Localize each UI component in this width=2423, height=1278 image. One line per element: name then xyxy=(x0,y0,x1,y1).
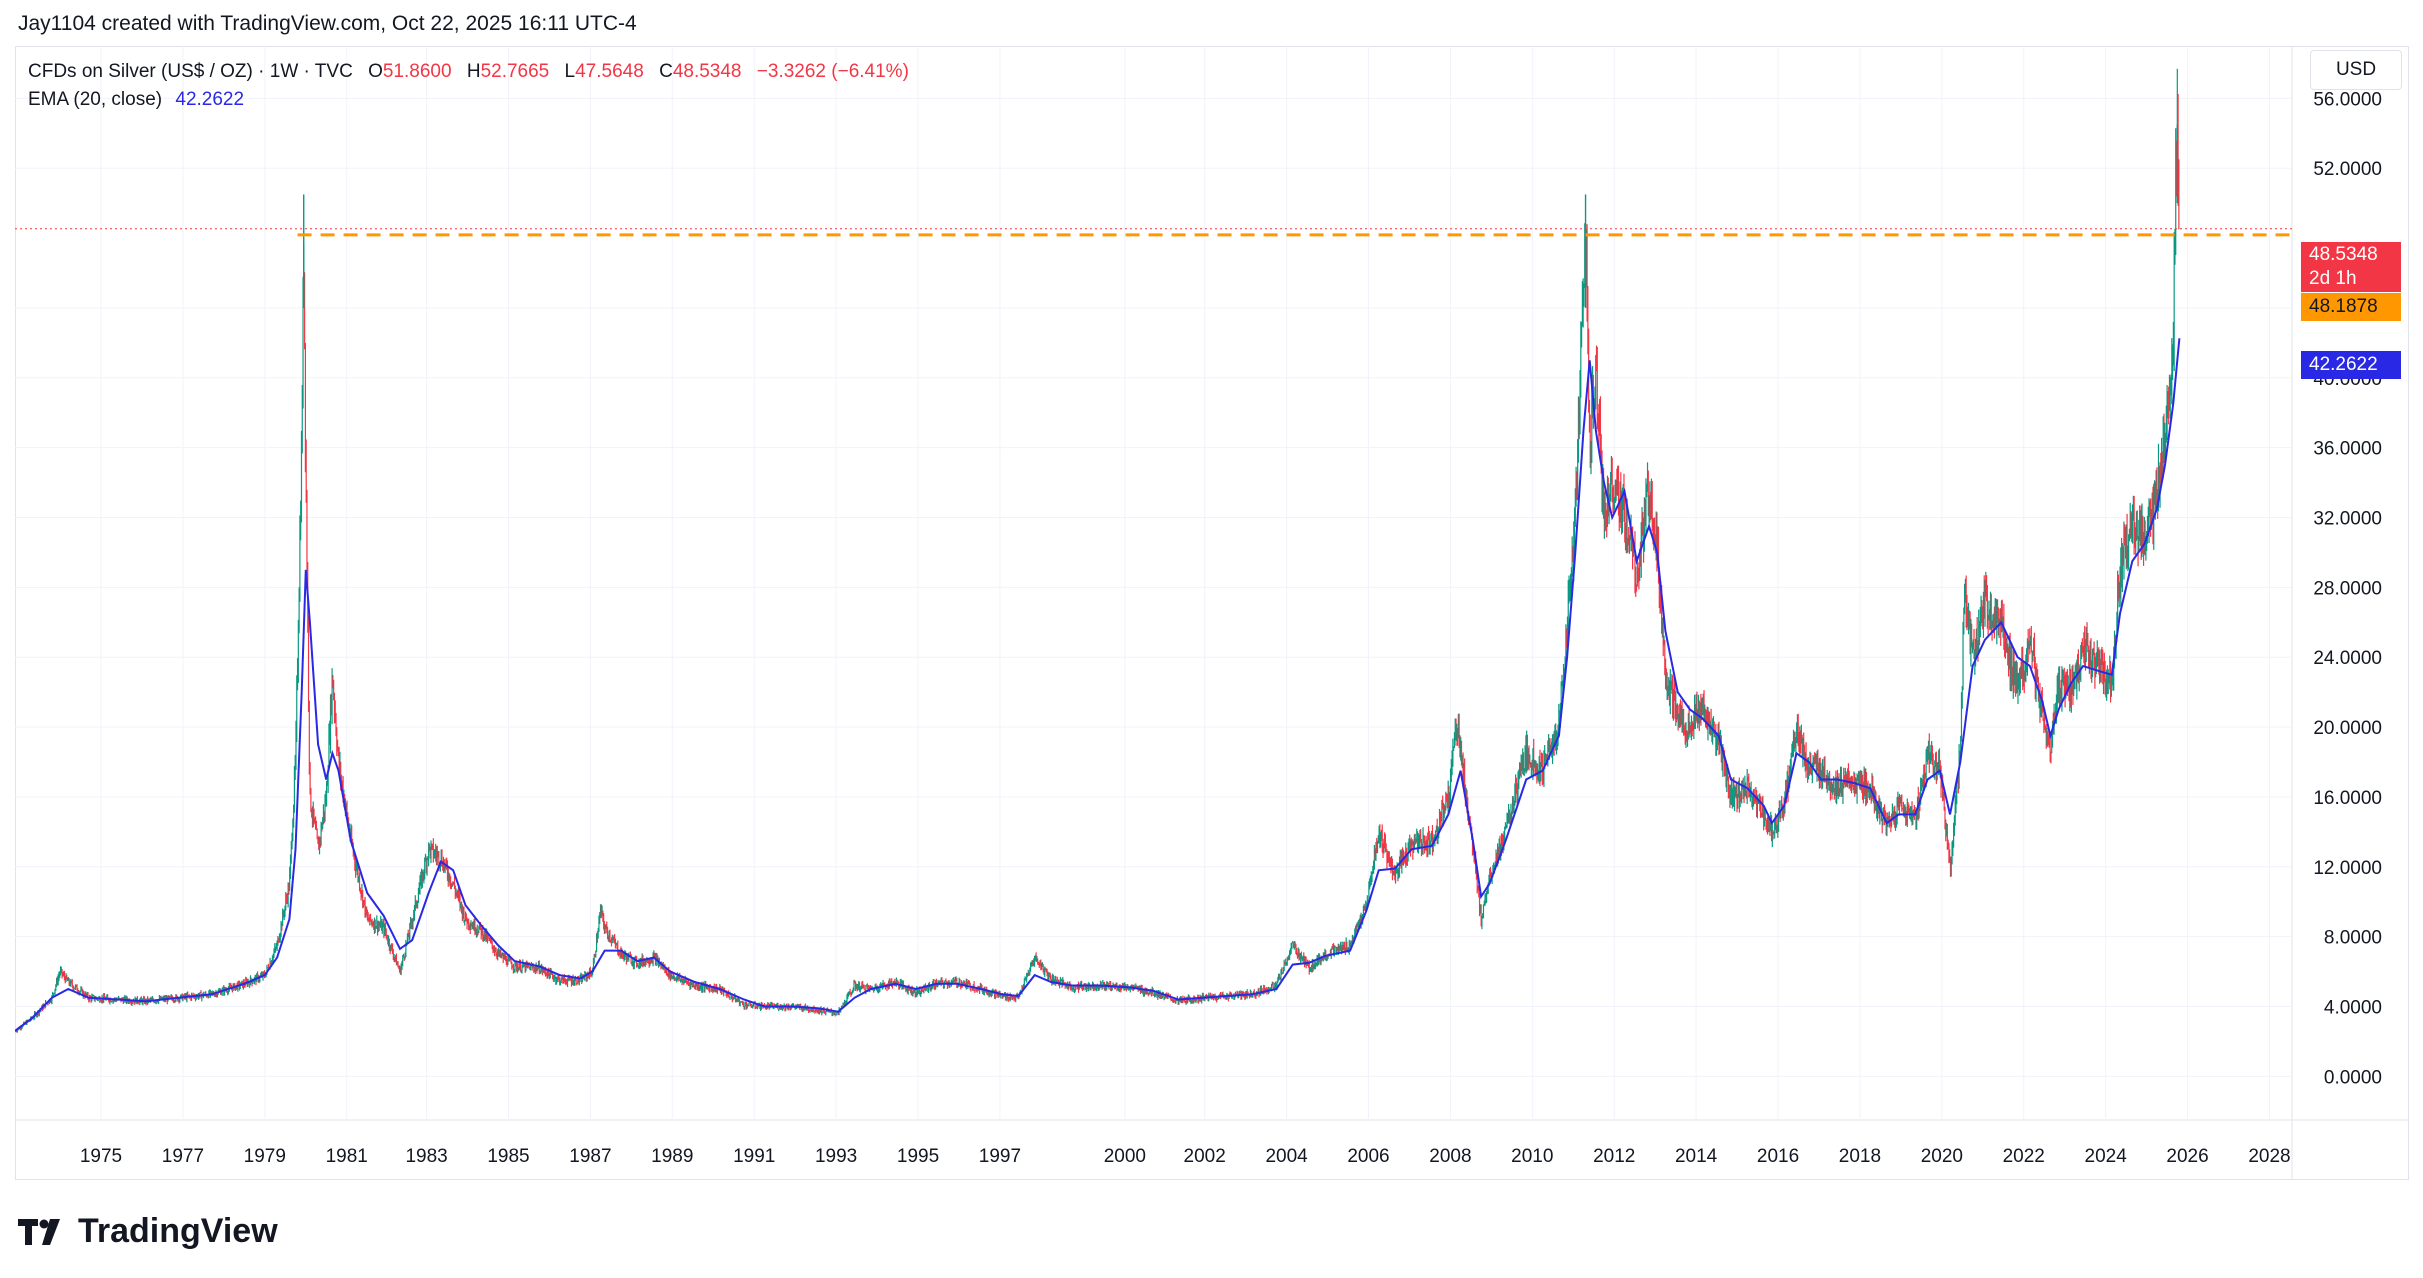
symbol-title: CFDs on Silver (US$ / OZ) · 1W · TVC xyxy=(28,61,353,82)
y-tick-label: 20.0000 xyxy=(2313,718,2382,739)
ema-price-tag: 42.2622 xyxy=(2301,351,2401,379)
x-tick-label: 2012 xyxy=(1593,1146,1635,1167)
x-tick-label: 1995 xyxy=(897,1146,939,1167)
price-chart[interactable]: 0.0000 4.0000 8.0000 12.0000 16.0000 20.0000 2… xyxy=(15,46,2409,1180)
ema-value: 42.2622 xyxy=(175,89,245,110)
x-tick-label: 2020 xyxy=(1921,1146,1963,1167)
x-tick-label: 2014 xyxy=(1675,1146,1718,1167)
high-key: H xyxy=(466,61,481,82)
currency-button[interactable]: USD xyxy=(2310,50,2402,90)
chart-frame xyxy=(15,46,2409,1180)
x-tick-label: 1985 xyxy=(487,1146,529,1167)
tradingview-logo[interactable]: TradingView xyxy=(18,1212,278,1251)
chart-legend: CFDs on Silver (US$ / OZ) · 1W · TVC O51… xyxy=(28,58,909,114)
x-tick-label: 2022 xyxy=(2003,1146,2045,1167)
x-tick-label: 2018 xyxy=(1839,1146,1881,1167)
close-key: C xyxy=(659,61,673,82)
x-tick-label: 1991 xyxy=(733,1146,775,1167)
x-tick-label: 2002 xyxy=(1184,1146,1226,1167)
x-tick-label: 2008 xyxy=(1429,1146,1471,1167)
open-key: O xyxy=(368,61,383,82)
x-tick-label: 2026 xyxy=(2166,1146,2208,1167)
low-value: 47.5648 xyxy=(575,61,644,82)
x-tick-label: 1987 xyxy=(569,1146,611,1167)
symbol-legend-row[interactable]: CFDs on Silver (US$ / OZ) · 1W · TVC O51… xyxy=(28,58,909,86)
close-value: 48.5348 xyxy=(672,61,742,82)
last-price-tag: 48.5348 2d 1h xyxy=(2301,242,2401,292)
high-value: 52.7665 xyxy=(480,61,550,82)
horizontal-line-price-tag: 48.1878 xyxy=(2301,293,2401,321)
x-tick-label: 1977 xyxy=(162,1146,204,1167)
tradingview-wordmark: TradingView xyxy=(78,1212,278,1250)
x-tick-label: 2028 xyxy=(2248,1146,2290,1167)
x-tick-label: 1993 xyxy=(815,1146,857,1167)
y-tick-label: 4.0000 xyxy=(2324,997,2382,1018)
y-tick-label: 0.0000 xyxy=(2324,1067,2382,1088)
y-tick-label: 56.0000 xyxy=(2313,89,2382,110)
y-tick-label: 24.0000 xyxy=(2313,648,2382,669)
x-tick-label: 1983 xyxy=(405,1146,447,1167)
change-value: −3.3262 (−6.41%) xyxy=(756,61,909,82)
last-price-value: 48.5348 xyxy=(2309,244,2378,265)
y-tick-label: 8.0000 xyxy=(2324,928,2382,949)
open-value: 51.8600 xyxy=(382,61,452,82)
x-tick-label: 1981 xyxy=(326,1146,368,1167)
ema-line xyxy=(15,338,2181,1032)
y-tick-label: 52.0000 xyxy=(2313,159,2382,180)
ema-label: EMA (20, close) xyxy=(28,89,163,110)
x-tick-label: 2010 xyxy=(1511,1146,1553,1167)
x-tick-label: 2004 xyxy=(1265,1146,1308,1167)
x-tick-label: 2000 xyxy=(1104,1146,1146,1167)
x-tick-label: 2006 xyxy=(1347,1146,1389,1167)
x-tick-label: 1997 xyxy=(979,1146,1021,1167)
y-tick-label: 28.0000 xyxy=(2313,578,2382,599)
chart-credit: Jay1104 created with TradingView.com, Oc… xyxy=(18,12,637,35)
bar-countdown: 2d 1h xyxy=(2309,268,2357,289)
y-tick-label: 36.0000 xyxy=(2313,439,2382,460)
x-tick-label: 2016 xyxy=(1757,1146,1799,1167)
ema-legend-row[interactable]: EMA (20, close) 42.2622 xyxy=(28,86,909,114)
tradingview-logo-icon xyxy=(18,1218,60,1245)
y-tick-label: 16.0000 xyxy=(2313,788,2382,809)
x-tick-label: 1975 xyxy=(80,1146,122,1167)
y-tick-label: 32.0000 xyxy=(2313,509,2382,530)
x-tick-label: 1979 xyxy=(244,1146,286,1167)
x-tick-label: 2024 xyxy=(2085,1146,2128,1167)
y-tick-label: 12.0000 xyxy=(2313,858,2382,879)
x-tick-label: 1989 xyxy=(651,1146,693,1167)
low-key: L xyxy=(564,61,576,82)
